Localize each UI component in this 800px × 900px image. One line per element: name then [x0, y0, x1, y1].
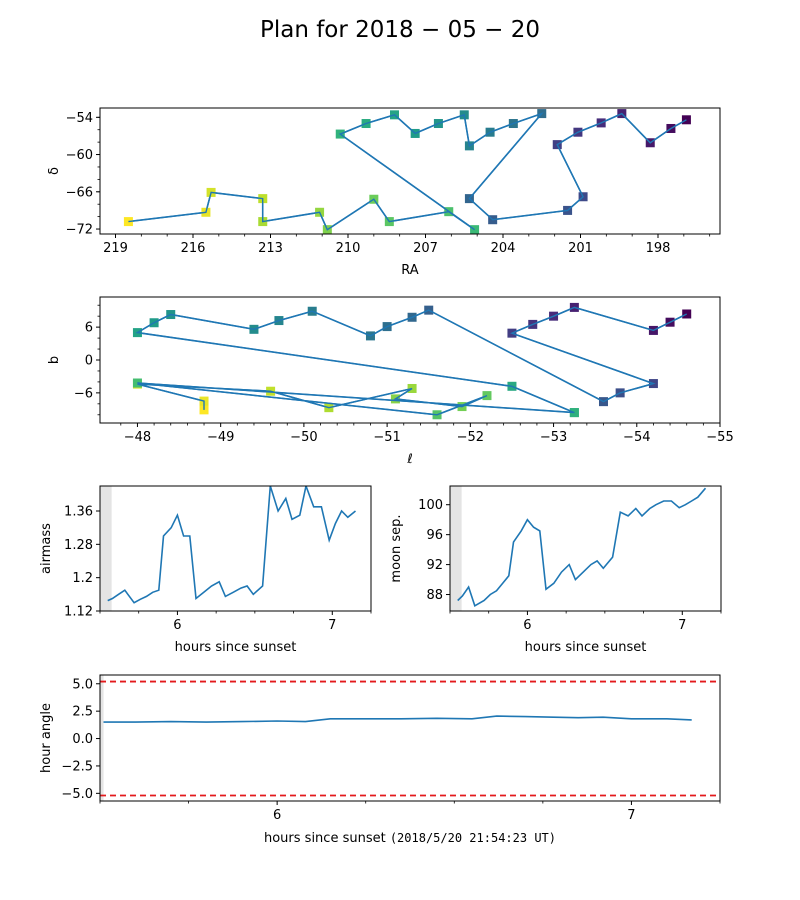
x-tick-label: 210: [336, 241, 361, 256]
x-axis-label: hours since sunset (2018/5/20 21:54:23 U…: [264, 831, 556, 846]
twilight-shade: [100, 486, 112, 611]
plot-area: [132, 302, 692, 420]
panel-galactic: −48 −49 −50 −51 −52 −53 −54 −55 6 0 −6 ℓ b: [47, 296, 734, 467]
y-tick-label: −2.5: [61, 759, 93, 774]
y-tick-label: −60: [66, 148, 93, 163]
x-axis-label: hours since sunset: [175, 640, 297, 655]
x-axis-label: RA: [401, 263, 419, 278]
y-tick-label: 0.0: [72, 732, 93, 747]
y-axis-label: airmass: [39, 523, 54, 574]
x-tick-label: 219: [103, 241, 128, 256]
series-line-overlay: [135, 306, 688, 416]
panel-ra_dec: 219 216 213 210 207 204 201 198 −54 −60 −66 −72 RA δ: [47, 107, 721, 278]
y-axis-label: b: [47, 356, 62, 364]
y-tick-label: 96: [426, 528, 443, 543]
y-tick-label: 100: [418, 498, 443, 513]
x-tick-label: 6: [523, 618, 531, 633]
y-tick-label: 6: [85, 321, 93, 336]
panel-hour_angle: 6 7 5.0 2.5 0.0 −2.5 −5.0 hours since sunset (2…: [39, 674, 721, 846]
x-tick-label: −52: [457, 430, 484, 445]
x-tick-label: 207: [413, 241, 438, 256]
x-axis-label: hours since sunset: [525, 640, 647, 655]
plot-area: [100, 486, 357, 611]
x-tick-label: −49: [207, 430, 234, 445]
plot-area: [450, 486, 707, 611]
panel-airmass: 6 7 1.12 1.2 1.28 1.36 hours since sunset airma…: [39, 485, 372, 655]
x-axis-label: ℓ: [406, 452, 412, 467]
series-line-overlay: [128, 112, 687, 231]
y-tick-label: 92: [426, 558, 443, 573]
series-line: [107, 486, 357, 604]
x-tick-label: 6: [273, 808, 281, 823]
y-axis-label: hour angle: [39, 703, 54, 773]
x-tick-label: 213: [258, 241, 283, 256]
plot-area: [100, 675, 720, 801]
x-tick-label: −50: [290, 430, 317, 445]
y-tick-label: 88: [426, 588, 443, 603]
y-axis-label: moon sep.: [389, 514, 404, 582]
series-line: [128, 111, 687, 231]
y-tick-label: −72: [66, 223, 93, 238]
x-tick-label: 6: [173, 618, 181, 633]
x-tick-label: −48: [124, 430, 151, 445]
y-tick-label: 2.5: [72, 705, 93, 720]
y-tick-label: −66: [66, 185, 93, 200]
series-line: [103, 715, 692, 723]
x-tick-label: 201: [568, 241, 593, 256]
y-tick-label: −54: [66, 111, 93, 126]
axes-frame: [99, 485, 372, 612]
y-tick-label: 1.36: [64, 505, 93, 520]
y-axis-label: δ: [47, 167, 62, 175]
x-tick-label: −53: [540, 430, 567, 445]
x-tick-label: −54: [623, 430, 650, 445]
x-tick-label: −51: [373, 430, 400, 445]
y-tick-label: −6: [74, 386, 93, 401]
y-tick-label: 5.0: [72, 677, 93, 692]
x-tick-label: 204: [491, 241, 516, 256]
x-tick-label: 216: [181, 241, 206, 256]
y-tick-label: 1.28: [64, 538, 93, 553]
x-tick-label: −55: [706, 430, 733, 445]
axes-frame: [99, 674, 721, 802]
x-tick-label: 7: [678, 618, 686, 633]
axes-frame: [99, 107, 721, 235]
axes-frame: [449, 485, 722, 612]
y-tick-label: 1.12: [64, 605, 93, 620]
series-line: [457, 487, 707, 607]
data-point-marker: [682, 309, 692, 319]
x-tick-label: 7: [627, 808, 635, 823]
x-tick-label: 7: [328, 618, 336, 633]
data-point-marker: [681, 115, 691, 125]
y-tick-label: −5.0: [61, 787, 93, 802]
panel-moon_sep: 6 7 88 92 96 100 hours since sunset moon sep.: [389, 485, 722, 655]
twilight-shade: [450, 486, 462, 611]
y-tick-label: 0: [85, 354, 93, 369]
twilight-shade: [100, 675, 104, 801]
x-tick-label: 198: [646, 241, 671, 256]
figure-title: Plan for 2018 − 05 − 20: [260, 17, 540, 43]
y-tick-label: 1.2: [72, 571, 93, 586]
plot-area: [123, 109, 691, 234]
